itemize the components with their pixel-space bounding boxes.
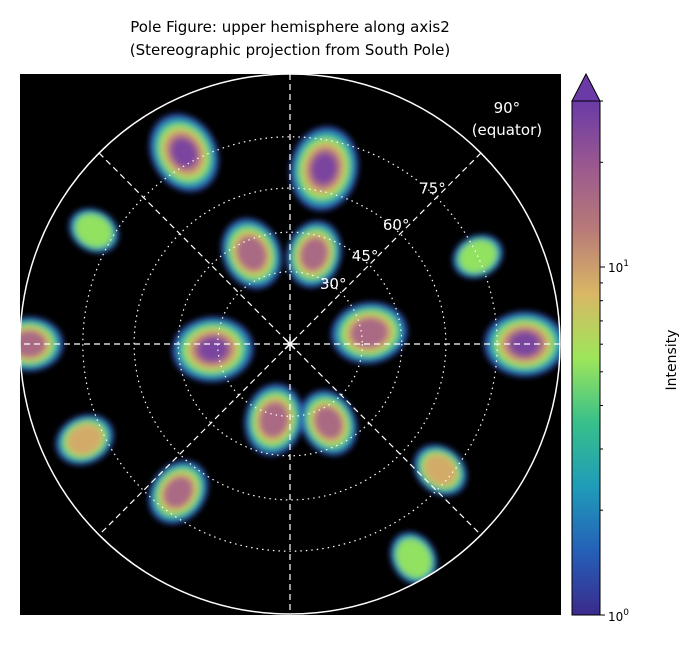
center-marker bbox=[284, 338, 296, 350]
circle-label-30: 30° bbox=[320, 275, 347, 293]
hotspot bbox=[221, 218, 283, 289]
hotspot bbox=[286, 220, 342, 288]
colorbar-extend-arrow bbox=[571, 72, 601, 102]
intensity-heatmap bbox=[20, 113, 560, 585]
polar-circle-45 bbox=[177, 231, 403, 457]
colorbar-tick-label-1: 100 bbox=[608, 608, 629, 624]
colorbar-label: Intensity bbox=[664, 330, 680, 391]
hotspot bbox=[171, 316, 254, 383]
polar-grid bbox=[19, 73, 561, 615]
hotspot bbox=[244, 383, 304, 456]
colorbar: 100 101 Intensity bbox=[571, 72, 680, 624]
colorbar-tick-label-10: 101 bbox=[608, 259, 629, 275]
chart-title-line2: (Stereographic projection from South Pol… bbox=[130, 41, 450, 59]
hotspot bbox=[149, 113, 219, 192]
hotspot bbox=[390, 531, 438, 585]
polar-circle-labels: 30° 45° 60° 75° 90° (equator) bbox=[320, 99, 542, 293]
equator-label: (equator) bbox=[472, 121, 542, 139]
chart-title-line1: Pole Figure: upper hemisphere along axis… bbox=[130, 18, 450, 36]
hotspot bbox=[55, 414, 114, 466]
circle-label-60: 60° bbox=[383, 216, 410, 234]
circle-label-90: 90° bbox=[494, 99, 521, 117]
colorbar-gradient bbox=[571, 100, 601, 616]
hotspot bbox=[413, 444, 468, 496]
colorbar-ticks bbox=[600, 100, 605, 616]
hotspot bbox=[299, 389, 358, 456]
hotspot bbox=[68, 208, 119, 254]
circle-label-45: 45° bbox=[352, 247, 379, 265]
circle-label-75: 75° bbox=[419, 180, 446, 198]
hotspot bbox=[148, 460, 209, 525]
hotspot bbox=[289, 126, 359, 211]
